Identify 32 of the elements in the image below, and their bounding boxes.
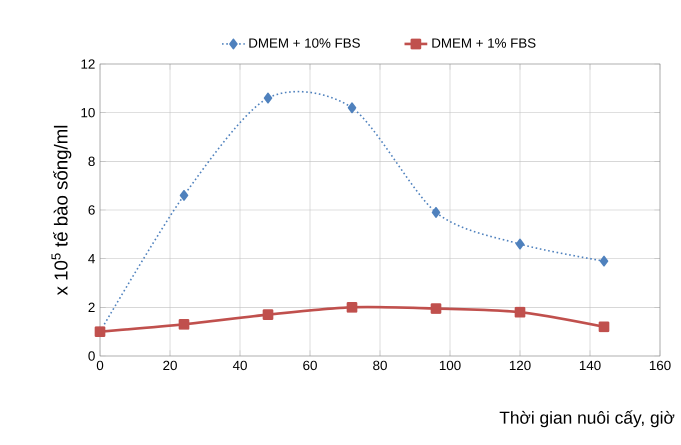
legend-label: DMEM + 1% FBS xyxy=(432,38,536,48)
x-tick-label: 80 xyxy=(373,360,387,370)
point xyxy=(600,256,608,267)
x-tick-label: 140 xyxy=(580,360,601,370)
y-tick-label: 0 xyxy=(88,351,95,361)
y-axis-title: x 10$^{5}$ tế bào sống/ml xyxy=(51,126,72,296)
point xyxy=(432,206,440,218)
y-tick-label: 8 xyxy=(88,156,95,166)
legend-label: DMEM + 10% FBS xyxy=(249,38,360,48)
x-tick-label: 0 xyxy=(96,360,104,370)
point xyxy=(178,319,190,330)
y-tick-label: 6 xyxy=(88,205,95,215)
x-axis-title: Thời gian nuôi cấy, giờ xyxy=(500,410,674,428)
x-tick-label: 120 xyxy=(510,360,531,370)
point xyxy=(430,303,442,314)
x-tick-label: 160 xyxy=(650,360,671,370)
x-tick-label: 20 xyxy=(163,360,177,370)
x-tick-label: 60 xyxy=(303,360,317,370)
point xyxy=(262,309,274,320)
x-tick-label: 100 xyxy=(440,360,461,370)
point xyxy=(346,302,358,313)
y-tick-label: 10 xyxy=(81,108,95,118)
point xyxy=(598,321,610,332)
point xyxy=(180,190,188,201)
y-tick-label: 12 xyxy=(81,59,95,69)
point xyxy=(264,92,272,104)
y-tick-label: 2 xyxy=(88,302,95,312)
point xyxy=(516,238,524,250)
point xyxy=(348,102,356,114)
x-tick-label: 40 xyxy=(232,360,247,370)
point xyxy=(514,306,526,318)
y-tick-label: 4 xyxy=(88,254,95,264)
